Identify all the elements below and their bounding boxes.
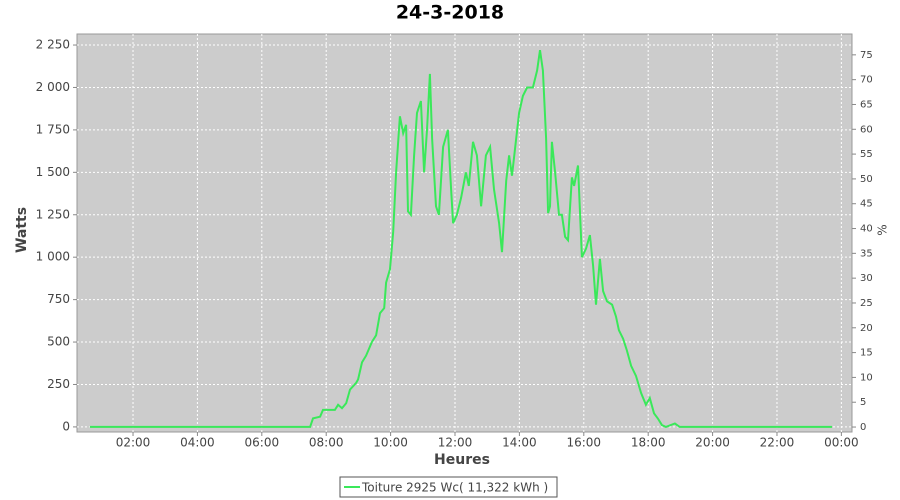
legend-label: Toiture 2925 Wc( 11,322 kWh ) (361, 481, 548, 495)
x-tick-label: 10:00 (373, 436, 408, 450)
y2-tick-label: 25 (860, 298, 873, 309)
y2-tick-label: 20 (860, 323, 873, 334)
y2-tick-label: 70 (860, 75, 873, 86)
y-tick-label: 1 750 (36, 122, 70, 136)
y-tick-label: 1 500 (36, 165, 70, 179)
x-tick-label: 04:00 (180, 436, 215, 450)
x-tick-label: 18:00 (631, 436, 666, 450)
x-tick-label: 06:00 (245, 436, 280, 450)
y2-tick-label: 55 (860, 149, 873, 160)
y2-tick-label: 35 (860, 248, 873, 259)
legend (339, 476, 558, 498)
y-tick-label: 2 000 (36, 80, 70, 94)
y-tick-label: 750 (47, 292, 70, 306)
y-tick-label: 0 (62, 419, 70, 433)
y2-tick-label: 60 (860, 124, 873, 135)
x-axis-title: Heures (434, 452, 490, 468)
y-tick-label: 1 250 (36, 207, 70, 221)
x-tick-label: 14:00 (502, 436, 537, 450)
y2-tick-label: 40 (860, 224, 873, 235)
y-tick-label: 1 000 (36, 250, 70, 264)
y-tick-label: 2 250 (36, 38, 70, 52)
x-tick-label: 12:00 (438, 436, 473, 450)
y2-tick-label: 75 (860, 50, 873, 61)
y2-tick-label: 30 (860, 273, 873, 284)
x-tick-label: 22:00 (760, 436, 795, 450)
plot-area (76, 33, 853, 433)
x-tick-label: 08:00 (309, 436, 344, 450)
y-axis-title: Watts (14, 207, 30, 253)
y2-tick-label: 50 (860, 174, 873, 185)
y-tick-label: 250 (47, 377, 70, 391)
y2-tick-label: 10 (860, 372, 873, 383)
y-tick-label: 500 (47, 335, 70, 349)
y2-axis-title: % (876, 224, 890, 235)
y2-tick-label: 45 (860, 199, 873, 210)
x-tick-label: 20:00 (695, 436, 730, 450)
chart-title: 24-3-2018 (396, 2, 504, 24)
y2-tick-label: 0 (860, 422, 866, 433)
x-tick-label: 16:00 (566, 436, 601, 450)
data-line (89, 49, 832, 428)
y2-tick-label: 65 (860, 99, 873, 110)
x-tick-label: 02:00 (116, 436, 151, 450)
y2-tick-label: 15 (860, 348, 873, 359)
y2-tick-label: 5 (860, 397, 866, 408)
x-tick-label: 00:00 (824, 436, 859, 450)
